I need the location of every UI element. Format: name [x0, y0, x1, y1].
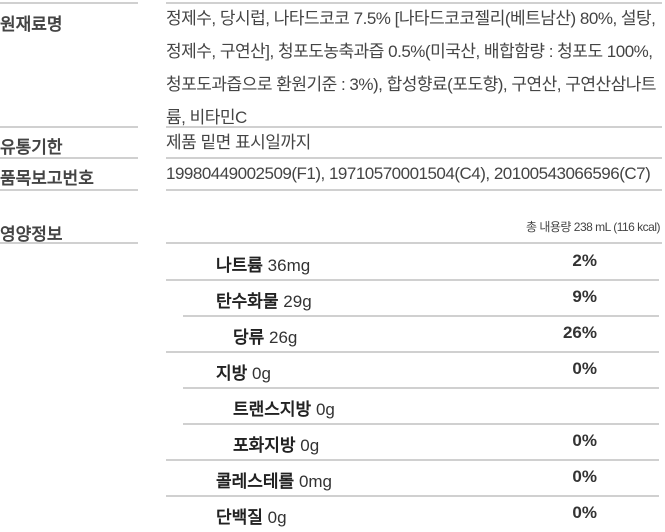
divider: [183, 315, 659, 317]
report-number-label: 품목보고번호: [0, 169, 94, 188]
divider: [166, 157, 662, 159]
nutrition-row: 나트륨 36mg 2%: [166, 244, 662, 281]
nutrient-percent: 0%: [572, 359, 597, 378]
nutrient-label: 지방: [216, 364, 248, 383]
nutrition-row: 탄수화물 29g 9%: [166, 280, 662, 317]
nutrient-amount: 0g: [267, 508, 287, 527]
nutrient-name: 당류 26g: [233, 323, 297, 348]
divider: [0, 242, 138, 244]
nutrient-label: 단백질: [216, 508, 263, 527]
nutrient-name: 트랜스지방 0g: [233, 395, 335, 420]
nutrition-row: 당류 26g 26%: [166, 316, 662, 353]
divider: [166, 279, 659, 281]
nutrition-label: 영양정보: [0, 225, 63, 244]
nutrition-row: 트랜스지방 0g: [166, 388, 662, 425]
nutrient-name: 콜레스테롤 0mg: [216, 467, 332, 492]
nutrient-amount: 26g: [269, 328, 298, 347]
nutrient-amount: 0g: [300, 436, 320, 455]
nutrient-label: 포화지방: [233, 436, 296, 455]
expiry-label: 유통기한: [0, 138, 63, 157]
nutrient-name: 지방 0g: [216, 359, 271, 384]
divider: [183, 423, 659, 425]
divider: [166, 459, 659, 461]
nutrition-row: 포화지방 0g 0%: [166, 424, 662, 461]
nutrient-percent: 26%: [562, 323, 597, 342]
report-number-value: 19980449002509(F1), 19710570001504(C4), …: [166, 164, 651, 183]
nutrition-row: 콜레스테롤 0mg 0%: [166, 460, 662, 497]
nutrition-row: 지방 0g 0%: [166, 352, 662, 389]
divider: [166, 242, 662, 244]
nutrient-percent: 0%: [572, 431, 597, 450]
divider: [166, 495, 659, 497]
nutrient-percent: 0%: [572, 503, 597, 522]
divider: [0, 126, 138, 128]
nutrient-name: 탄수화물 29g: [216, 287, 312, 312]
nutrient-name: 단백질 0g: [216, 503, 287, 528]
nutrient-label: 트랜스지방: [233, 400, 312, 419]
divider: [0, 189, 138, 191]
divider: [166, 189, 662, 191]
ingredients-label: 원재료명: [0, 15, 63, 34]
nutrient-amount: 0g: [315, 400, 335, 419]
nutrient-label: 나트륨: [216, 256, 263, 275]
nutrition-row: 단백질 0g 0%: [166, 496, 662, 532]
nutrient-percent: 0%: [572, 467, 597, 486]
divider: [166, 126, 662, 128]
nutrient-name: 포화지방 0g: [233, 431, 319, 456]
nutrient-percent: 2%: [572, 251, 597, 270]
nutrient-label: 콜레스테롤: [216, 472, 295, 491]
nutrient-label: 탄수화물: [216, 292, 279, 311]
nutrient-percent: 9%: [572, 287, 597, 306]
total-volume: 총 내용량 238 mL (116 kcal): [525, 220, 661, 234]
nutrient-amount: 0g: [252, 364, 271, 383]
nutrient-label: 당류: [233, 328, 265, 347]
divider: [166, 2, 662, 4]
nutrient-amount: 36mg: [267, 256, 311, 275]
nutrient-name: 나트륨 36mg: [216, 251, 310, 276]
nutrient-amount: 29g: [283, 292, 312, 311]
divider: [0, 157, 138, 159]
ingredients-value: 정제수, 당시럽, 나타드코코 7.5% [나타드코코젤리(베트남산) 80%,…: [166, 9, 657, 127]
nutrient-amount: 0mg: [298, 472, 333, 491]
divider: [0, 2, 138, 4]
divider: [166, 351, 659, 353]
divider: [183, 387, 659, 389]
expiry-value: 제품 밑면 표시일까지: [166, 133, 311, 152]
